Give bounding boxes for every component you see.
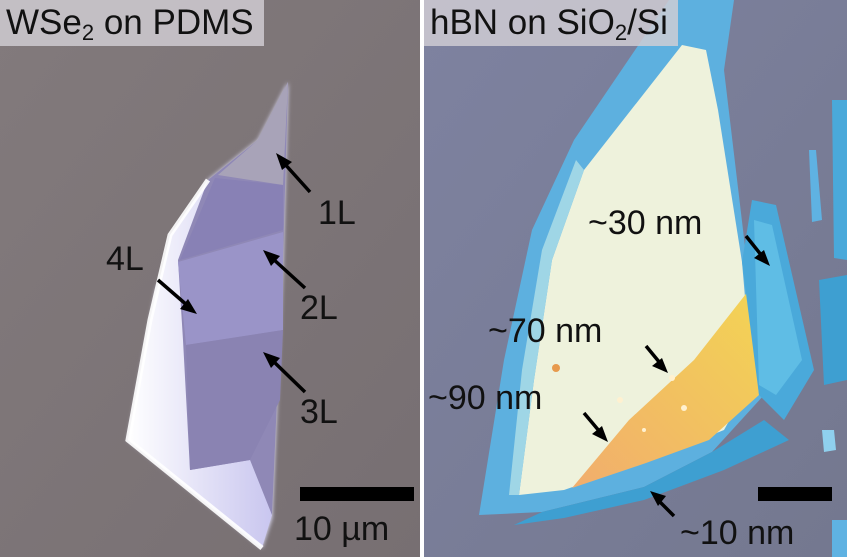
label-90nm: ~90 nm (428, 379, 543, 417)
panel-hbn-on-sio2-si: hBN on SiO2/Si ~30 nm ~70 nm ~90 nm ~10 … (424, 0, 847, 557)
label-3l: 3L (300, 393, 338, 431)
scale-bar-left (300, 487, 414, 501)
title-right-rest: /Si (627, 3, 668, 42)
title-left-main: WSe (6, 3, 82, 42)
title-left-subscript: 2 (81, 20, 95, 45)
scale-bar-label: 10 µm (294, 510, 390, 548)
label-70nm: ~70 nm (488, 312, 603, 350)
label-30nm: ~30 nm (588, 204, 703, 242)
label-2l: 2L (300, 289, 338, 327)
title-right-main: hBN on SiO (430, 3, 615, 42)
label-10nm: ~10 nm (680, 514, 795, 552)
panel-title-right: hBN on SiO2/Si (424, 0, 678, 46)
panel-title-left: WSe2 on PDMS (0, 0, 264, 46)
hbn-flake-image (424, 0, 847, 557)
title-right-subscript: 2 (614, 20, 628, 45)
wse2-flake-image (0, 0, 420, 557)
label-1l: 1L (318, 194, 356, 232)
panel-divider (420, 0, 424, 557)
label-4l: 4L (106, 240, 144, 278)
panel-wse2-on-pdms: WSe2 on PDMS 1L 2L 3L 4L 10 µm (0, 0, 420, 557)
scale-bar-right (758, 487, 832, 501)
title-left-rest: on PDMS (94, 3, 254, 42)
